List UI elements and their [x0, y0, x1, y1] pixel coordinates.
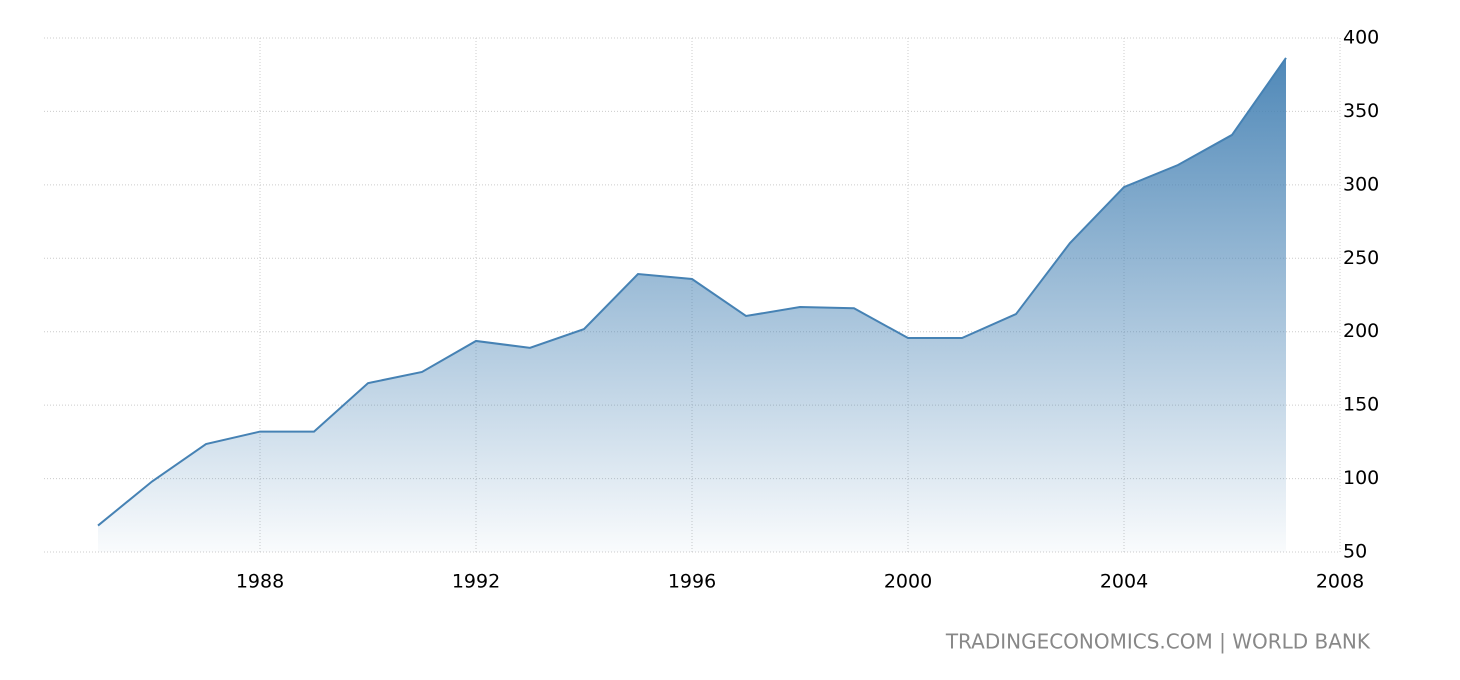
- y-tick-label: 250: [1343, 247, 1379, 269]
- x-tick-label: 1996: [668, 571, 716, 593]
- y-tick-label: 100: [1343, 467, 1379, 489]
- x-tick-label: 1988: [236, 571, 284, 593]
- x-tick-label: 2004: [1100, 571, 1148, 593]
- line: [97, 57, 1287, 527]
- y-tick-label: 200: [1343, 320, 1379, 342]
- y-tick-label: 50: [1343, 541, 1367, 563]
- y-tick-label: 300: [1343, 173, 1379, 195]
- x-tick-label: 2000: [884, 571, 932, 593]
- y-tick-label: 350: [1343, 100, 1379, 122]
- source: TRADINGECONOMICS.COM | WORLD BANK: [945, 630, 1371, 654]
- y-tick-label: 150: [1343, 394, 1379, 416]
- y-tick-label: 400: [1343, 27, 1379, 49]
- x-tick-label: 1992: [452, 571, 500, 593]
- area: [98, 57, 1286, 553]
- x-tick-label: 2008: [1316, 571, 1364, 593]
